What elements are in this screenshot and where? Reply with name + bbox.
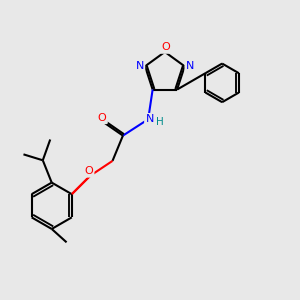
Text: H: H [156,117,163,127]
Text: N: N [186,61,194,71]
Text: O: O [161,43,170,52]
Text: O: O [84,166,93,176]
Text: O: O [98,113,106,123]
Text: N: N [136,61,144,71]
Text: N: N [146,114,154,124]
